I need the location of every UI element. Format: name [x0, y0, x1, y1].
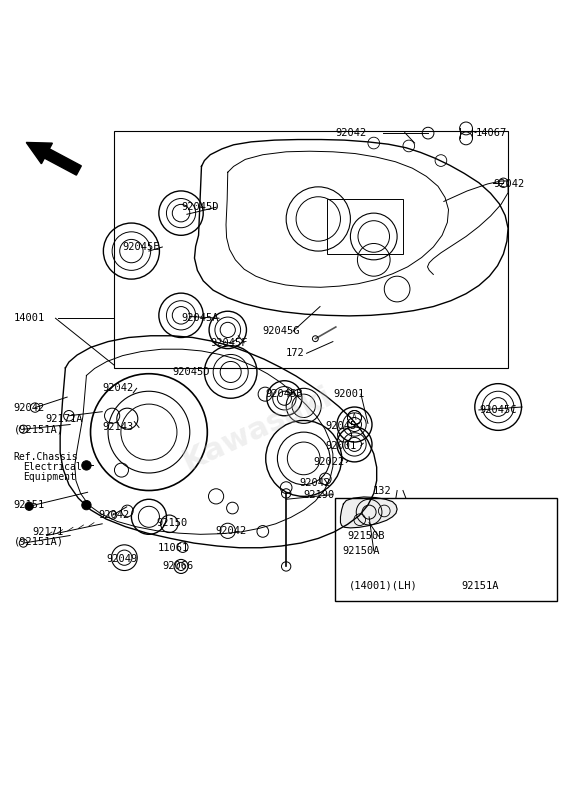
- Text: 92045D: 92045D: [172, 367, 210, 377]
- Text: 92042: 92042: [13, 402, 45, 413]
- Text: 92150B: 92150B: [347, 531, 385, 541]
- Text: 92066: 92066: [162, 562, 194, 571]
- Text: Equipment: Equipment: [23, 471, 77, 482]
- Text: 132: 132: [373, 486, 391, 495]
- Circle shape: [82, 501, 91, 510]
- Text: 92151A: 92151A: [461, 581, 499, 590]
- Text: 92001: 92001: [333, 389, 364, 399]
- Circle shape: [82, 461, 91, 470]
- Circle shape: [25, 502, 33, 510]
- Text: 92042: 92042: [336, 127, 367, 138]
- Text: 92045G: 92045G: [263, 326, 300, 336]
- Text: 92045: 92045: [326, 422, 357, 431]
- Text: 92042: 92042: [215, 526, 246, 536]
- Text: Kawasaki: Kawasaki: [178, 382, 336, 477]
- Text: 14067: 14067: [476, 127, 507, 138]
- Text: 92150: 92150: [156, 518, 187, 528]
- Bar: [327, 198, 403, 254]
- Text: 92045F: 92045F: [210, 338, 248, 348]
- Text: 92171A: 92171A: [46, 414, 83, 424]
- Text: 92022: 92022: [314, 458, 345, 467]
- Text: 92045D: 92045D: [181, 202, 218, 212]
- Text: 92042: 92042: [98, 510, 130, 520]
- Text: 92171: 92171: [32, 527, 64, 537]
- Text: 92042: 92042: [300, 478, 331, 488]
- Text: Ref.Chassis: Ref.Chassis: [13, 452, 78, 462]
- Text: (92151A): (92151A): [13, 537, 64, 547]
- Text: A: A: [352, 413, 357, 422]
- Text: Electrical: Electrical: [23, 462, 82, 471]
- Text: 92042: 92042: [102, 383, 134, 394]
- Text: 92045B: 92045B: [266, 389, 303, 399]
- Text: 92151: 92151: [13, 500, 45, 510]
- Text: 92042: 92042: [493, 179, 525, 189]
- Text: 92045A: 92045A: [181, 314, 218, 323]
- Text: 11061: 11061: [158, 543, 189, 554]
- Text: 92190: 92190: [304, 490, 335, 500]
- Text: 92001: 92001: [326, 441, 357, 450]
- Text: 92150A: 92150A: [343, 546, 380, 556]
- Text: 92049: 92049: [107, 554, 138, 564]
- Text: (92151A): (92151A): [13, 425, 64, 434]
- Text: 172: 172: [286, 348, 305, 358]
- Text: 92045E: 92045E: [123, 242, 160, 252]
- Text: 92045C: 92045C: [479, 405, 516, 415]
- Text: (14001)(LH): (14001)(LH): [349, 581, 418, 590]
- Bar: [114, 131, 508, 368]
- Text: 14001: 14001: [13, 314, 45, 323]
- Bar: [335, 498, 557, 602]
- Text: 92143: 92143: [102, 422, 134, 433]
- FancyArrow shape: [26, 142, 81, 175]
- Polygon shape: [340, 497, 397, 528]
